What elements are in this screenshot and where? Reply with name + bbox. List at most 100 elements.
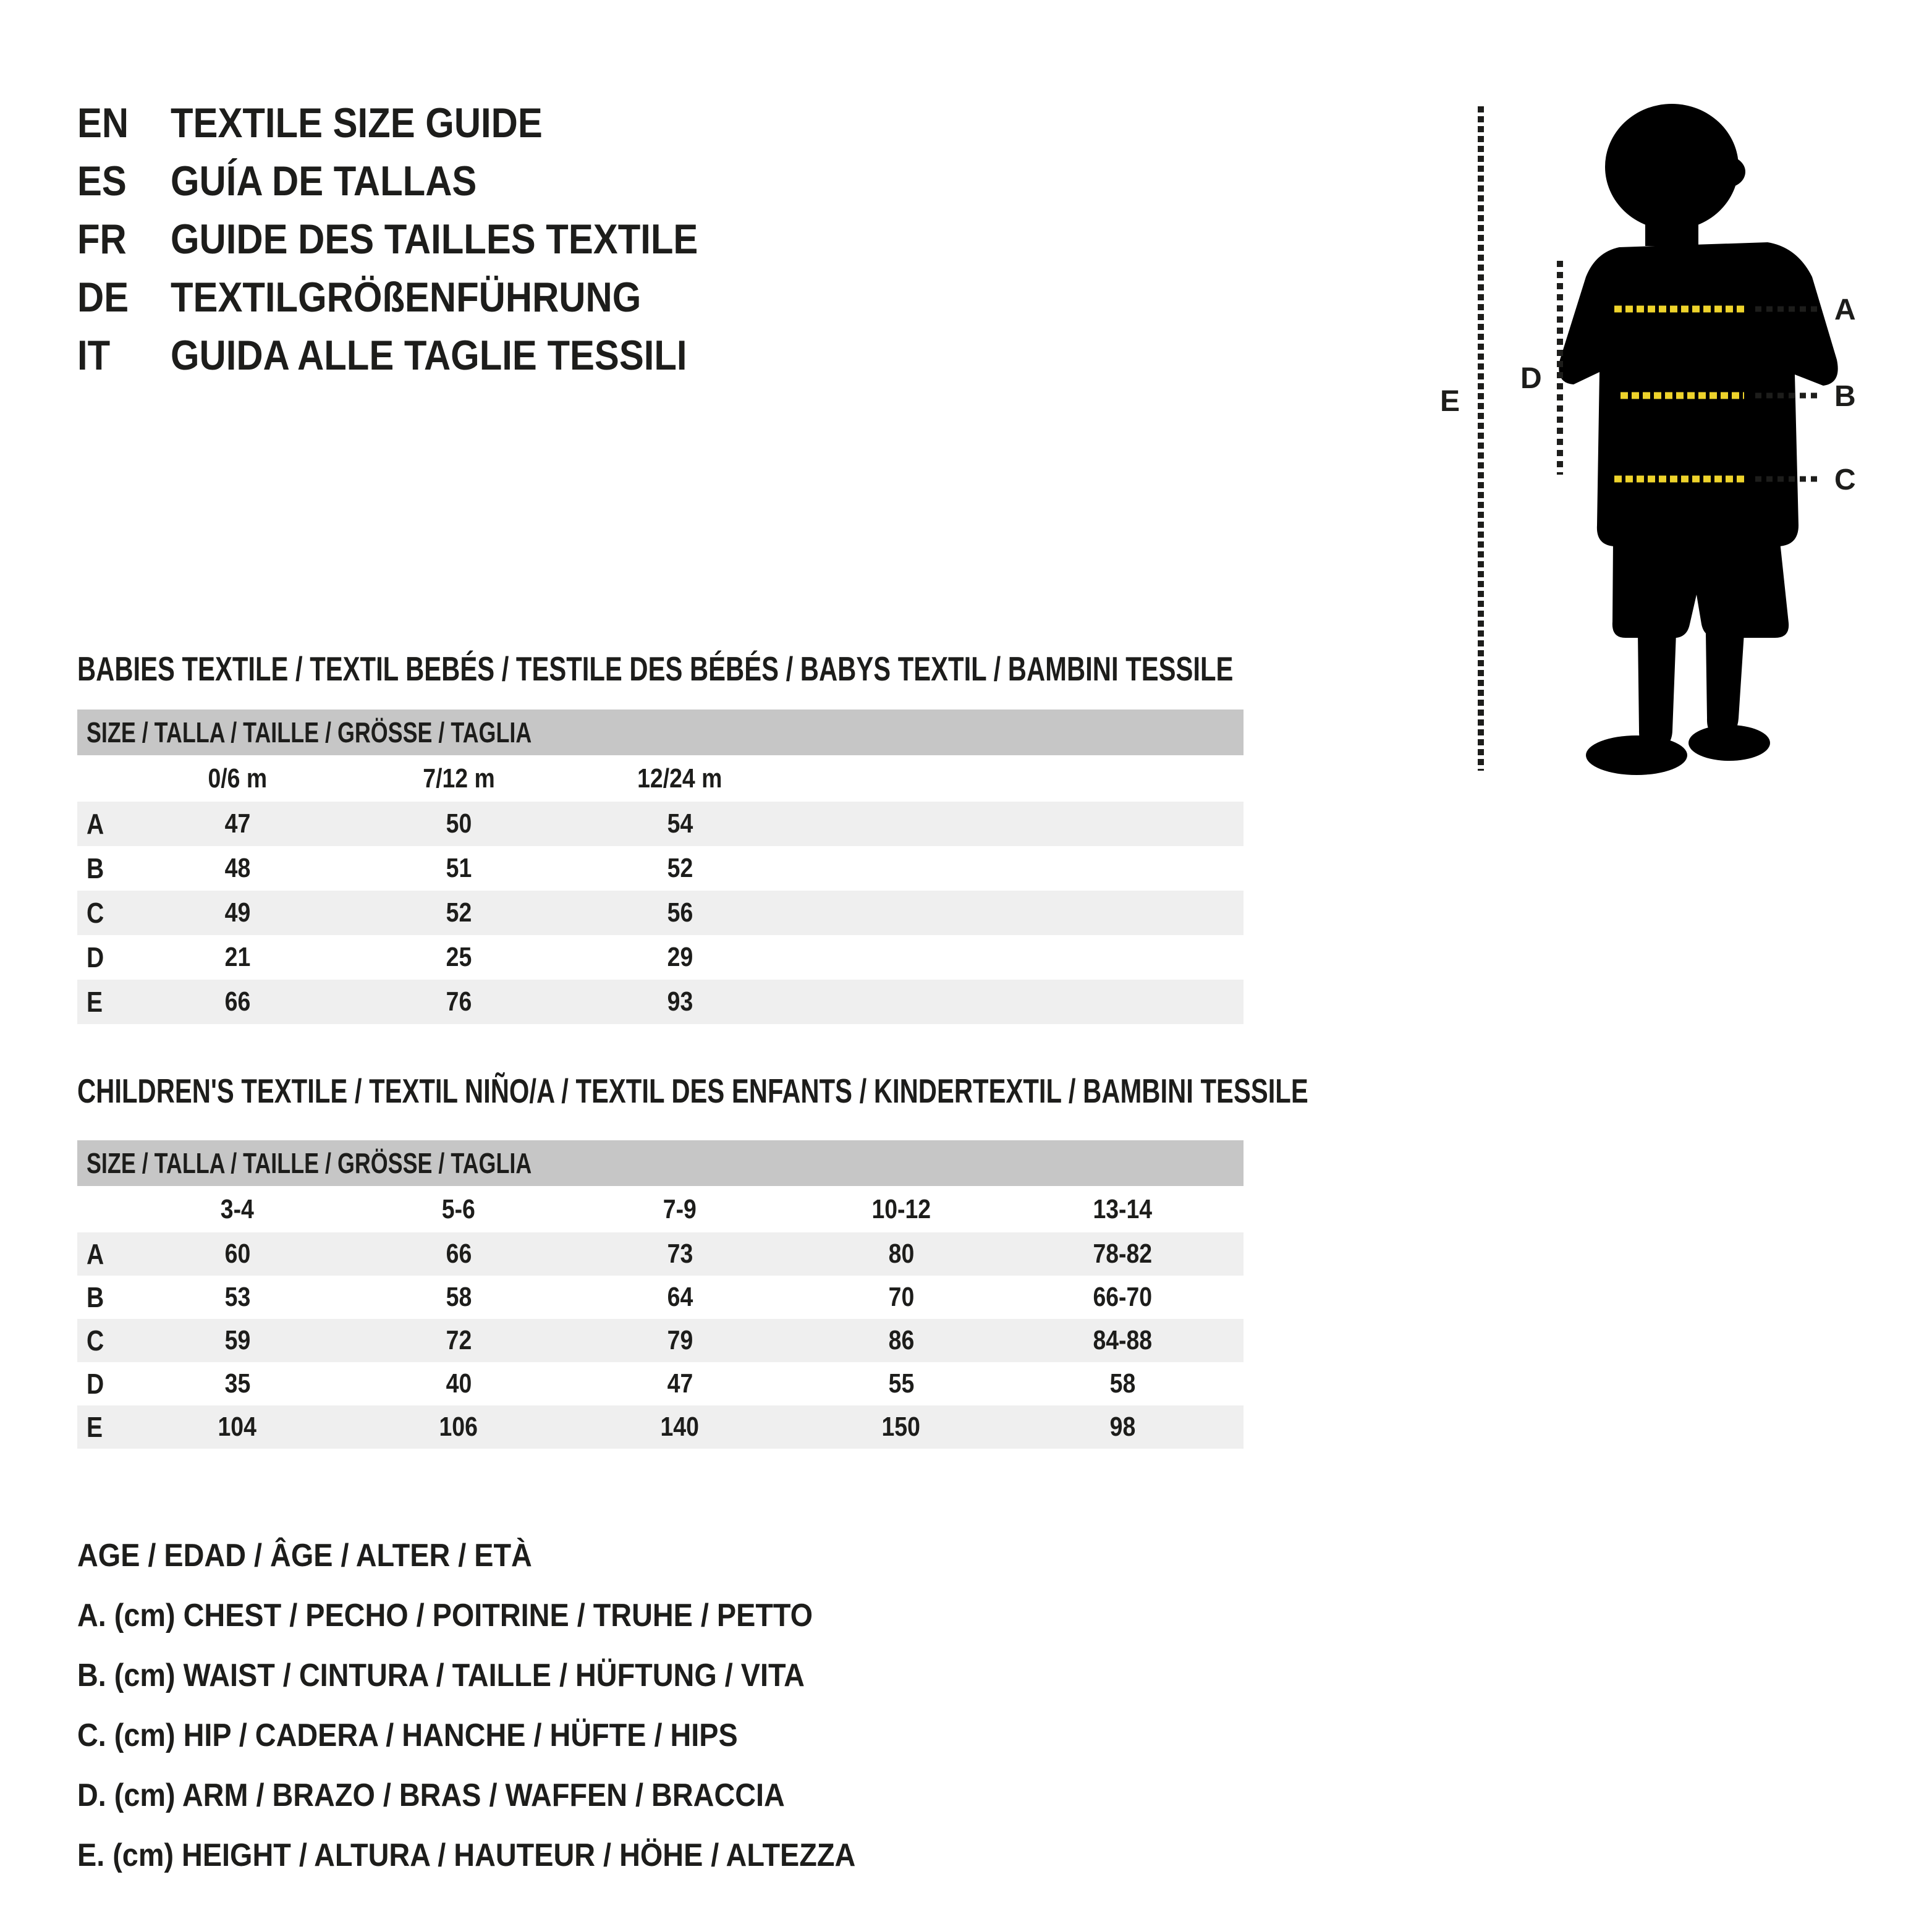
row-label: C <box>87 897 104 929</box>
measurement-diagram: A B C D E <box>1434 93 1932 803</box>
column-header: 13-14 <box>1093 1193 1152 1224</box>
cell-value: 52 <box>446 897 472 928</box>
cell-value: 64 <box>667 1282 693 1312</box>
table-row-c: C 59 72 79 86 84-88 <box>77 1319 1244 1362</box>
language-list: EN TEXTILE SIZE GUIDE ES GUÍA DE TALLAS … <box>77 94 770 384</box>
language-row-it: IT GUIDA ALLE TAGLIE TESSILI <box>77 326 770 384</box>
legend-line-arm: D. (cm) ARM / BRAZO / BRAS / WAFFEN / BR… <box>77 1777 785 1813</box>
language-title: TEXTILE SIZE GUIDE <box>171 100 543 146</box>
children-column-header-row: 3-4 5-6 7-9 10-12 13-14 <box>77 1186 1244 1232</box>
cell-value: 54 <box>667 808 693 839</box>
babies-size-table: SIZE / TALLA / TAILLE / GRÖSSE / TAGLIA … <box>77 710 1244 1024</box>
language-title: TEXTILGRÖßENFÜHRUNG <box>171 274 642 321</box>
cell-value: 58 <box>446 1282 472 1312</box>
cell-value: 51 <box>446 853 472 883</box>
cell-value: 104 <box>218 1412 257 1442</box>
cell-value: 84-88 <box>1093 1325 1152 1355</box>
cell-value: 66 <box>224 986 250 1017</box>
measure-label-c: C <box>1834 464 1856 496</box>
row-label: E <box>87 1411 103 1443</box>
column-header: 0/6 m <box>208 763 267 794</box>
row-label: D <box>87 1368 104 1400</box>
cell-value: 59 <box>224 1325 250 1355</box>
column-header: 5-6 <box>441 1193 476 1224</box>
column-header: 7-9 <box>663 1193 697 1224</box>
language-row-es: ES GUÍA DE TALLAS <box>77 152 770 210</box>
row-label: A <box>87 808 104 840</box>
table-row-e: E 104 106 140 150 98 <box>77 1405 1244 1449</box>
row-label: C <box>87 1324 104 1357</box>
child-silhouette-icon <box>1559 104 1838 775</box>
column-header: 10-12 <box>871 1193 931 1224</box>
babies-column-header-row: 0/6 m 7/12 m 12/24 m <box>77 755 1244 802</box>
legend-line-age: AGE / EDAD / ÂGE / ALTER / ETÀ <box>77 1537 532 1574</box>
legend-line-hip: C. (cm) HIP / CADERA / HANCHE / HÜFTE / … <box>77 1717 738 1753</box>
cell-value: 58 <box>1109 1368 1135 1399</box>
column-header: 7/12 m <box>422 763 495 794</box>
language-code: DE <box>77 274 129 321</box>
cell-value: 79 <box>667 1325 693 1355</box>
cell-value: 80 <box>888 1239 914 1269</box>
language-title: GUÍA DE TALLAS <box>171 158 477 205</box>
row-label: E <box>87 986 103 1018</box>
measure-label-e: E <box>1440 385 1460 418</box>
cell-value: 98 <box>1109 1412 1135 1442</box>
language-row-en: EN TEXTILE SIZE GUIDE <box>77 94 770 152</box>
language-title: GUIDA ALLE TAGLIE TESSILI <box>171 332 687 379</box>
cell-value: 73 <box>667 1239 693 1269</box>
cell-value: 47 <box>224 808 250 839</box>
children-section-title: CHILDREN'S TEXTILE / TEXTIL NIÑO/A / TEX… <box>77 1072 1308 1110</box>
table-row-b: B 48 51 52 <box>77 846 1244 891</box>
cell-value: 35 <box>224 1368 250 1399</box>
children-size-header-bar: SIZE / TALLA / TAILLE / GRÖSSE / TAGLIA <box>77 1140 1244 1186</box>
table-row-a: A 60 66 73 80 78-82 <box>77 1232 1244 1276</box>
row-label: B <box>87 1281 104 1313</box>
row-label: D <box>87 941 104 973</box>
language-code: EN <box>77 100 129 146</box>
measure-label-a: A <box>1834 294 1856 326</box>
cell-value: 40 <box>446 1368 472 1399</box>
cell-value: 86 <box>888 1325 914 1355</box>
cell-value: 150 <box>881 1412 921 1442</box>
table-row-a: A 47 50 54 <box>77 802 1244 846</box>
babies-size-header-bar: SIZE / TALLA / TAILLE / GRÖSSE / TAGLIA <box>77 710 1244 755</box>
table-row-b: B 53 58 64 70 66-70 <box>77 1276 1244 1319</box>
column-header: 3-4 <box>220 1193 255 1224</box>
language-code: FR <box>77 216 127 263</box>
row-label: A <box>87 1238 104 1270</box>
cell-value: 47 <box>667 1368 693 1399</box>
legend-line-chest: A. (cm) CHEST / PECHO / POITRINE / TRUHE… <box>77 1597 813 1633</box>
table-row-d: D 35 40 47 55 58 <box>77 1362 1244 1405</box>
cell-value: 66 <box>446 1239 472 1269</box>
measure-label-b: B <box>1834 380 1856 413</box>
table-row-d: D 21 25 29 <box>77 935 1244 980</box>
cell-value: 93 <box>667 986 693 1017</box>
cell-value: 52 <box>667 853 693 883</box>
column-header: 12/24 m <box>637 763 722 794</box>
cell-value: 49 <box>224 897 250 928</box>
cell-value: 76 <box>446 986 472 1017</box>
language-row-fr: FR GUIDE DES TAILLES TEXTILE <box>77 210 770 268</box>
cell-value: 72 <box>446 1325 472 1355</box>
cell-value: 106 <box>439 1412 478 1442</box>
table-row-e: E 66 76 93 <box>77 980 1244 1024</box>
babies-section-title: BABIES TEXTILE / TEXTIL BEBÉS / TESTILE … <box>77 650 1234 688</box>
language-title: GUIDE DES TAILLES TEXTILE <box>171 216 698 263</box>
measurement-legend: AGE / EDAD / ÂGE / ALTER / ETÀ A. (cm) C… <box>77 1525 942 1885</box>
table-row-c: C 49 52 56 <box>77 891 1244 935</box>
cell-value: 29 <box>667 942 693 972</box>
cell-value: 60 <box>224 1239 250 1269</box>
children-size-table: SIZE / TALLA / TAILLE / GRÖSSE / TAGLIA … <box>77 1140 1244 1449</box>
cell-value: 55 <box>888 1368 914 1399</box>
row-label: B <box>87 852 104 884</box>
cell-value: 50 <box>446 808 472 839</box>
cell-value: 70 <box>888 1282 914 1312</box>
language-code: IT <box>77 332 111 379</box>
cell-value: 66-70 <box>1093 1282 1152 1312</box>
cell-value: 21 <box>224 942 250 972</box>
measure-label-d: D <box>1520 362 1542 395</box>
cell-value: 53 <box>224 1282 250 1312</box>
cell-value: 140 <box>660 1412 700 1442</box>
language-row-de: DE TEXTILGRÖßENFÜHRUNG <box>77 268 770 326</box>
